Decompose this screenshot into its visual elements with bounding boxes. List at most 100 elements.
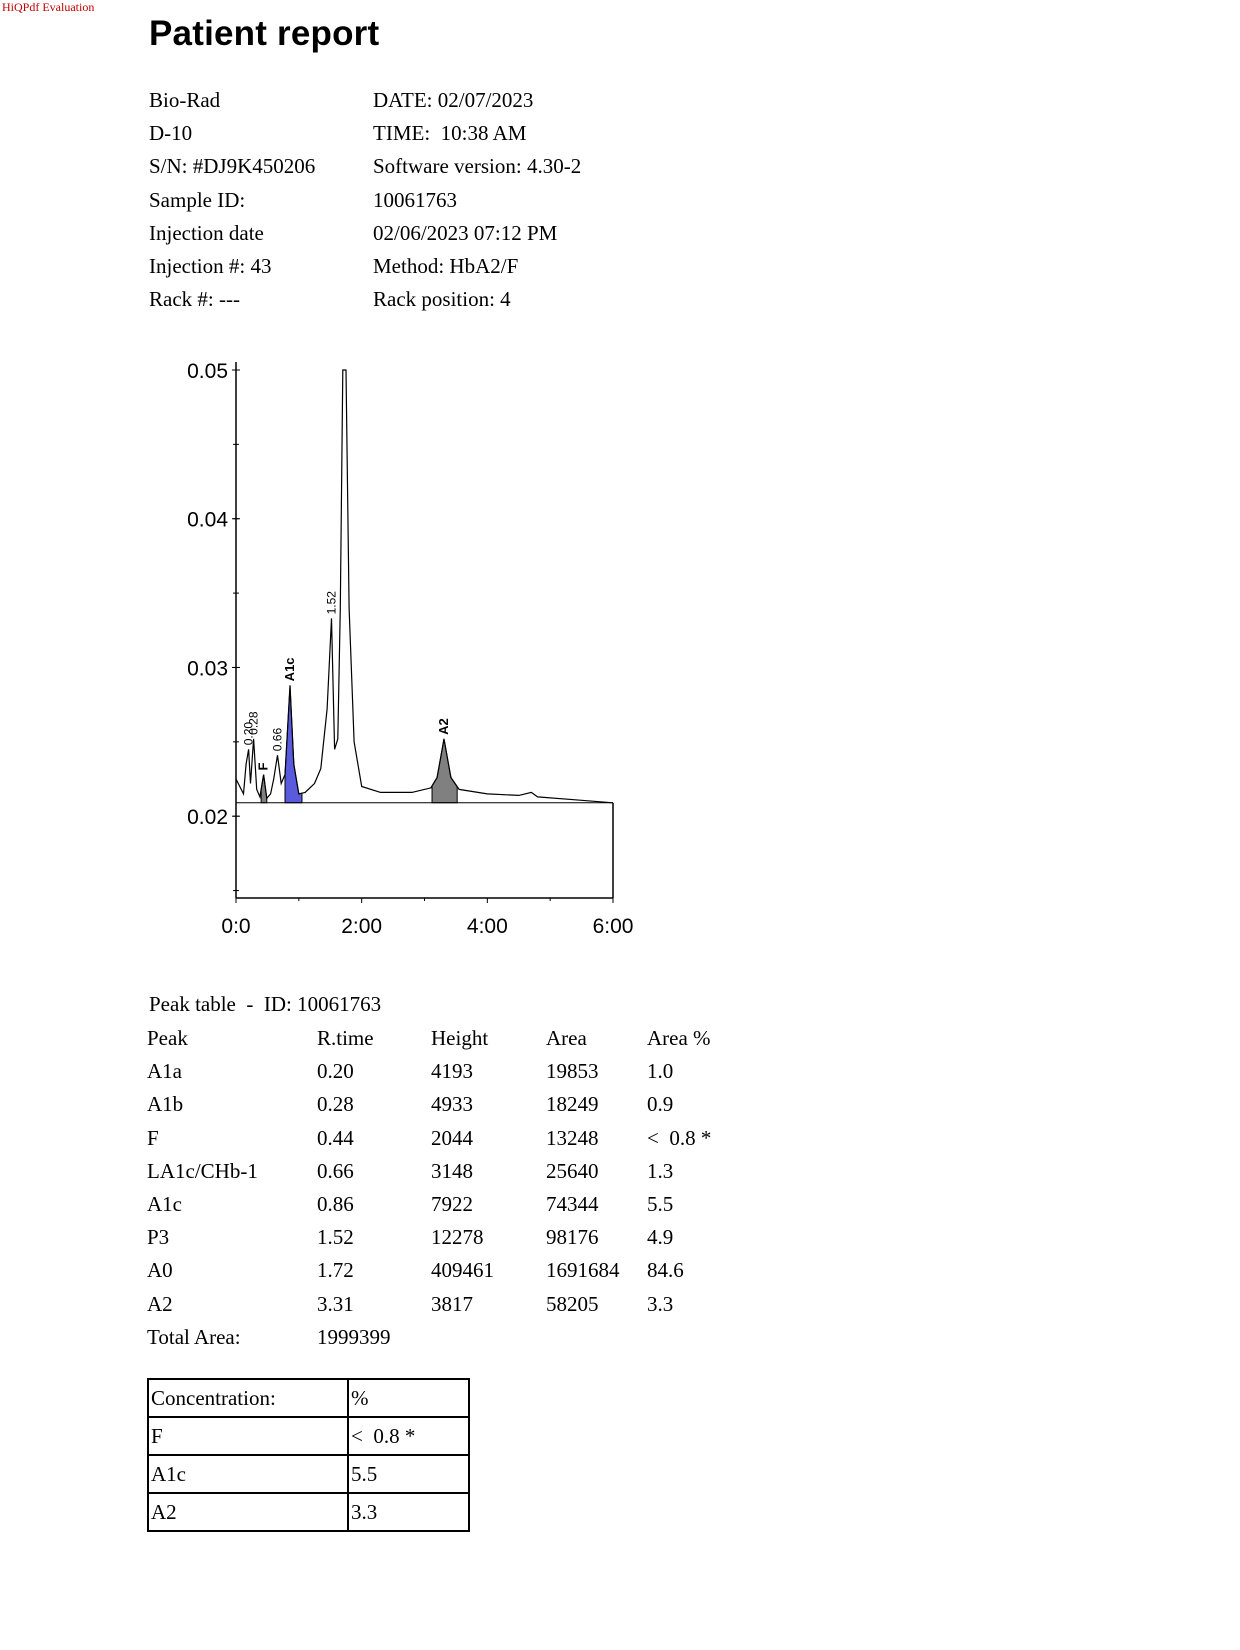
peak-table-header: Peak R.time Height Area Area % — [147, 1022, 747, 1055]
cell-rtime: 3.31 — [317, 1291, 354, 1316]
cell-peak: P3 — [147, 1225, 170, 1250]
peak-table-title: Peak table - ID: 10061763 — [149, 992, 382, 1016]
header-height: Height — [431, 1026, 489, 1051]
chromatogram-svg: 0.05 0.04 0.03 0.02 0:0 2:00 4:00 6:00 0.200.28 F… — [187, 360, 634, 938]
cell-peak: A0 — [147, 1258, 173, 1283]
total-row: Total Area: 1999399 — [147, 1321, 747, 1354]
cell-area-pct: 1.0 — [647, 1059, 674, 1084]
table-row: LA1c/CHb-1 0.66 3148 25640 1.3 — [147, 1155, 747, 1188]
table-row: A2 3.31 3817 58205 3.3 — [147, 1288, 747, 1321]
cell-area: 19853 — [546, 1059, 599, 1084]
concentration-header: Concentration: % — [147, 1378, 470, 1418]
info-right: Method: HbA2/F — [373, 253, 519, 278]
peak-label: F — [256, 763, 271, 771]
table-row: A1c 5.5 — [147, 1454, 470, 1494]
table-row: P3 1.52 12278 98176 4.9 — [147, 1221, 747, 1254]
cell-height: 409461 — [431, 1258, 494, 1283]
table-row: F 0.44 2044 13248 < 0.8 * — [147, 1122, 747, 1155]
instrument-info: Bio-Rad DATE: 02/07/2023 D-10 TIME: 10:38 … — [149, 84, 773, 316]
cell-area: 25640 — [546, 1158, 599, 1183]
peak-label: 0.28 — [247, 711, 261, 735]
cell-rtime: 0.66 — [317, 1158, 354, 1183]
cell-area-pct: 5.5 — [647, 1192, 674, 1217]
table-row: A1a 0.20 4193 19853 1.0 — [147, 1055, 747, 1088]
info-row: Rack #: --- Rack position: 4 — [149, 283, 773, 316]
info-left: Bio-Rad — [149, 88, 221, 112]
info-right: 02/06/2023 07:12 PM — [373, 220, 558, 245]
info-right: DATE: 02/07/2023 — [373, 88, 534, 112]
cell-peak: A2 — [147, 1291, 173, 1316]
cell-area: 13248 — [546, 1125, 599, 1150]
cell-area: 1691684 — [546, 1258, 620, 1283]
peak-label: 0.66 — [270, 728, 284, 752]
peak-label: 0.20 — [242, 722, 256, 746]
cell-rtime: 1.72 — [317, 1258, 354, 1283]
x-tick-label: 0:0 — [221, 915, 250, 938]
cell-area: 74344 — [546, 1192, 599, 1217]
cell-rtime: 0.20 — [317, 1059, 354, 1084]
info-row: D-10 TIME: 10:38 AM — [149, 117, 773, 150]
cell-area-pct: 1.3 — [647, 1158, 674, 1183]
peak-label: 1.52 — [325, 591, 339, 615]
chromatogram: 0.05 0.04 0.03 0.02 0:0 2:00 4:00 6:00 0.20 0.28 F… — [170, 345, 650, 950]
cell-area-pct: < 0.8 * — [647, 1125, 712, 1150]
cell-rtime: 1.52 — [317, 1225, 354, 1250]
x-tick-label: 4:00 — [467, 915, 508, 938]
cell-peak: LA1c/CHb-1 — [147, 1158, 258, 1183]
peak-table: Peak R.time Height Area Area % A1a 0.20 41… — [147, 1022, 747, 1354]
header-peak: Peak — [147, 1026, 188, 1051]
table-row: F < 0.8 * — [147, 1416, 470, 1456]
info-right: TIME: 10:38 AM — [373, 121, 527, 146]
conc-value: 5.5 — [347, 1454, 470, 1494]
info-row: Injection #: 43 Method: HbA2/F — [149, 250, 773, 283]
cell-height: 12278 — [431, 1225, 484, 1250]
conc-name: F — [147, 1416, 349, 1456]
y-tick-label: 0.03 — [187, 657, 228, 680]
cell-peak: F — [147, 1125, 159, 1150]
peak-fill-a1c — [284, 686, 303, 804]
cell-area: 18249 — [546, 1092, 599, 1117]
info-right: Software version: 4.30-2 — [373, 154, 582, 179]
y-tick-label: 0.04 — [187, 509, 228, 532]
cell-height: 4933 — [431, 1092, 473, 1117]
cell-area-pct: 0.9 — [647, 1092, 674, 1117]
total-value: 1999399 — [317, 1324, 391, 1349]
x-tick-label: 6:00 — [593, 915, 634, 938]
total-label: Total Area: — [147, 1324, 241, 1349]
cell-height: 3148 — [431, 1158, 473, 1183]
conc-name: A2 — [147, 1492, 349, 1532]
cell-area-pct: 3.3 — [647, 1291, 674, 1316]
x-tick-label: 2:00 — [341, 915, 382, 938]
cell-rtime: 0.28 — [317, 1092, 354, 1117]
cell-rtime: 0.44 — [317, 1125, 354, 1150]
cell-area: 98176 — [546, 1225, 599, 1250]
cell-height: 4193 — [431, 1059, 473, 1084]
cell-rtime: 0.86 — [317, 1192, 354, 1217]
info-row: Bio-Rad DATE: 02/07/2023 — [149, 84, 773, 117]
conc-header-label: Concentration: — [147, 1378, 349, 1418]
cell-area-pct: 4.9 — [647, 1225, 674, 1250]
conc-header-unit: % — [347, 1378, 470, 1418]
info-left: Injection date — [149, 220, 264, 245]
conc-name: A1c — [147, 1454, 349, 1494]
page-title: Patient report — [149, 14, 380, 53]
y-tick-label: 0.02 — [187, 806, 228, 829]
info-row: Injection date 02/06/2023 07:12 PM — [149, 217, 773, 250]
cell-height: 3817 — [431, 1291, 473, 1316]
cell-area-pct: 84.6 — [647, 1258, 684, 1283]
header-area-pct: Area % — [647, 1026, 711, 1051]
peak-fill-a2 — [431, 738, 458, 804]
info-right: 10061763 — [373, 187, 457, 212]
cell-peak: A1b — [147, 1092, 184, 1117]
peak-label: A1c — [282, 657, 297, 681]
conc-value: < 0.8 * — [347, 1416, 470, 1456]
info-left: Injection #: 43 — [149, 253, 272, 278]
table-row: A1b 0.28 4933 18249 0.9 — [147, 1088, 747, 1121]
cell-peak: A1c — [147, 1192, 182, 1217]
watermark: HiQPdf Evaluation — [2, 0, 95, 14]
chromatogram-trace — [235, 369, 614, 804]
conc-value: 3.3 — [347, 1492, 470, 1532]
table-row: A2 3.3 — [147, 1492, 470, 1532]
info-left: Sample ID: — [149, 187, 246, 212]
info-row: Sample ID: 10061763 — [149, 184, 773, 217]
